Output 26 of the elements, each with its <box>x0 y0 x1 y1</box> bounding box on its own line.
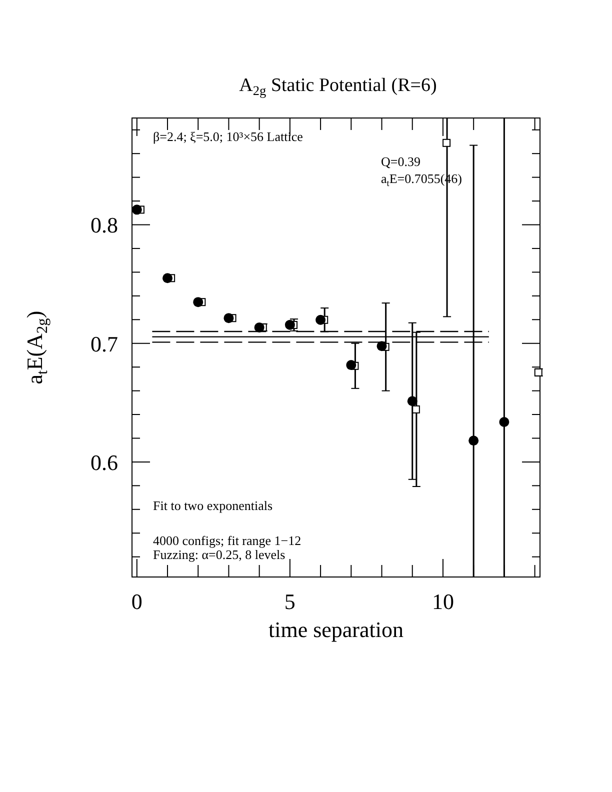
x-axis-title: time separation <box>268 617 404 642</box>
point <box>316 314 326 325</box>
point <box>224 313 234 324</box>
point <box>132 204 142 215</box>
point <box>499 416 510 427</box>
point <box>346 360 356 370</box>
annotation: β=2.4; ξ=5.0; 10³×56 Lattice <box>153 129 304 144</box>
chart-title: A$_{2g}$ Static Potential (R=6) <box>239 75 437 98</box>
x-tick-label: 5 <box>284 589 296 614</box>
point <box>468 436 479 446</box>
y-tick-label: 0.7 <box>90 331 118 356</box>
x-tick-label: 10 <box>432 589 454 614</box>
point <box>376 341 387 352</box>
y-tick-label: 0.8 <box>90 212 118 238</box>
point <box>193 297 204 308</box>
point <box>442 138 451 147</box>
annotation: 4000 configs; fit range 1−12 <box>153 533 302 548</box>
point <box>162 273 173 284</box>
annotation: Fuzzing: α=0.25, 8 levels <box>153 547 286 562</box>
point <box>284 320 295 330</box>
y-tick-label: 0.6 <box>90 450 118 475</box>
point <box>254 322 264 332</box>
point <box>407 396 418 406</box>
x-tick-label: 0 <box>131 589 142 614</box>
annotation: Q=0.39 <box>381 154 420 169</box>
annotation: Fit to two exponentials <box>153 498 273 513</box>
